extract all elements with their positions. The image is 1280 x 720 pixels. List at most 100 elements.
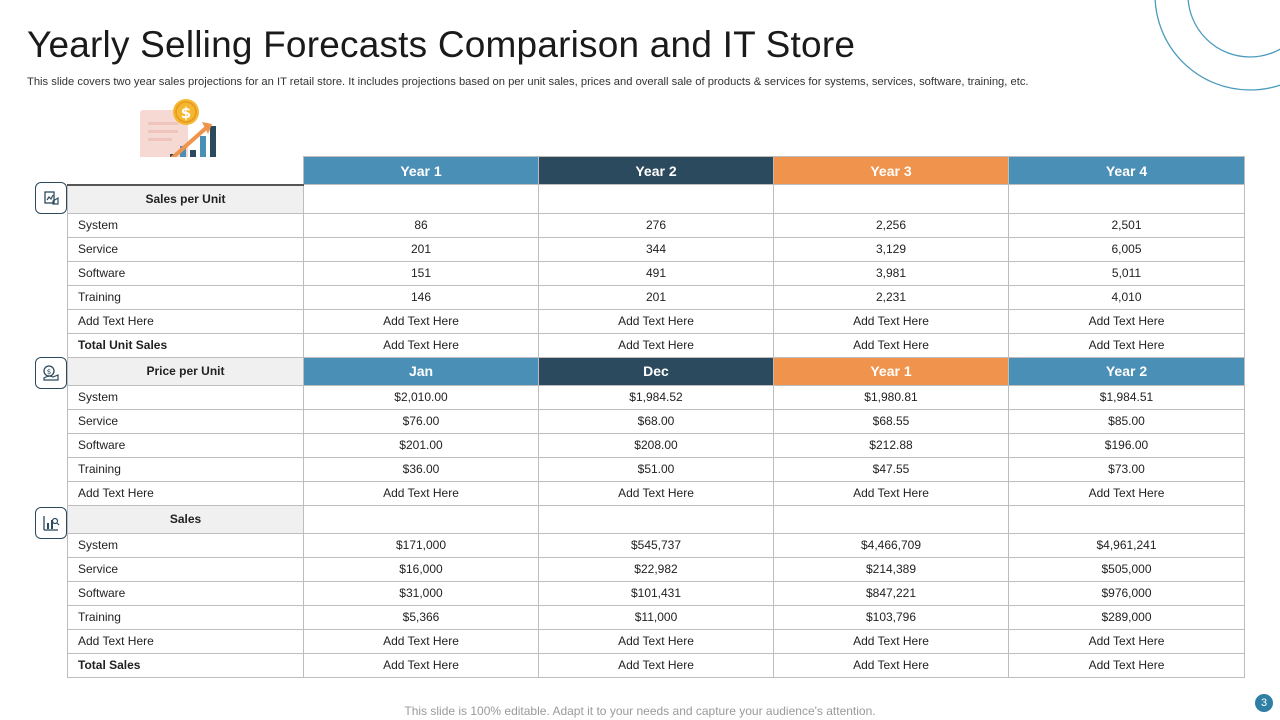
table-cell: $85.00	[1008, 408, 1245, 434]
table-row: Software 151 491 3,981 5,011	[67, 260, 1245, 286]
table-cell: $4,961,241	[1008, 532, 1245, 558]
table-cell: $76.00	[303, 408, 539, 434]
table-row: Training $5,366 $11,000 $103,796 $289,00…	[67, 604, 1245, 630]
table-row: Training $36.00 $51.00 $47.55 $73.00	[67, 456, 1245, 482]
table-cell: $22,982	[538, 556, 774, 582]
table-cell: 2,256	[773, 212, 1009, 238]
table-cell: $1,984.51	[1008, 384, 1245, 410]
row-label: Training	[67, 604, 304, 630]
table-row: Service $76.00 $68.00 $68.55 $85.00	[67, 408, 1245, 434]
table-row: Training 146 201 2,231 4,010	[67, 284, 1245, 310]
row-label: Training	[67, 284, 304, 310]
table-cell: $505,000	[1008, 556, 1245, 582]
column-header: Jan	[303, 356, 539, 386]
svg-text:$: $	[47, 368, 51, 376]
decorative-circles	[1154, 0, 1280, 91]
empty-cell	[303, 504, 539, 534]
table-row: Add Text Here Add Text Here Add Text Her…	[67, 308, 1245, 334]
empty-cell	[1008, 184, 1245, 214]
table-cell: 276	[538, 212, 774, 238]
page-number: 3	[1255, 694, 1273, 712]
footer-note: This slide is 100% editable. Adapt it to…	[404, 704, 876, 718]
table-cell: $68.00	[538, 408, 774, 434]
table-row: System 86 276 2,256 2,501	[67, 212, 1245, 238]
table-cell: $11,000	[538, 604, 774, 630]
row-label: System	[67, 212, 304, 238]
row-label: System	[67, 384, 304, 410]
column-header: Year 4	[1008, 156, 1245, 185]
row-label: Software	[67, 580, 304, 606]
table-cell: $2,010.00	[303, 384, 539, 410]
empty-cell	[1008, 504, 1245, 534]
table-row: Software $201.00 $208.00 $212.88 $196.00	[67, 432, 1245, 458]
table-cell: $51.00	[538, 456, 774, 482]
section-label: Price per Unit	[67, 356, 304, 386]
table-row: Add Text Here Add Text Here Add Text Her…	[67, 480, 1245, 506]
table-cell: $847,221	[773, 580, 1009, 606]
table-cell: Add Text Here	[538, 308, 774, 334]
table-cell: Add Text Here	[538, 332, 774, 358]
svg-text:$: $	[181, 104, 191, 122]
price-icon: $	[35, 357, 67, 389]
table-cell: Add Text Here	[1008, 332, 1245, 358]
table-cell: $196.00	[1008, 432, 1245, 458]
table-row: Add Text Here Add Text Here Add Text Her…	[67, 628, 1245, 654]
table-cell: $212.88	[773, 432, 1009, 458]
table-cell: $68.55	[773, 408, 1009, 434]
analytics-icon	[35, 507, 67, 539]
column-header: Year 2	[1008, 356, 1245, 386]
table-cell: Add Text Here	[773, 308, 1009, 334]
table-cell: 2,501	[1008, 212, 1245, 238]
table-cell: 5,011	[1008, 260, 1245, 286]
table-cell: 344	[538, 236, 774, 262]
table-cell: Add Text Here	[1008, 480, 1245, 506]
section-row-price-per-unit: Price per Unit Jan Dec Year 1 Year 2	[67, 356, 1245, 386]
table-cell: 491	[538, 260, 774, 286]
table-cell: Add Text Here	[303, 652, 539, 678]
table-cell: Add Text Here	[773, 652, 1009, 678]
table-cell: $171,000	[303, 532, 539, 558]
column-header: Year 1	[773, 356, 1009, 386]
table-cell: 2,231	[773, 284, 1009, 310]
empty-cell	[538, 184, 774, 214]
table-cell: $101,431	[538, 580, 774, 606]
table-cell: 201	[538, 284, 774, 310]
row-label: Total Unit Sales	[67, 332, 304, 358]
column-header: Year 1	[303, 156, 539, 185]
sales-icon	[35, 182, 67, 214]
row-label: Service	[67, 408, 304, 434]
table-row: System $2,010.00 $1,984.52 $1,980.81 $1,…	[67, 384, 1245, 410]
header-blank-cell	[67, 156, 304, 186]
empty-cell	[303, 184, 539, 214]
table-cell: $73.00	[1008, 456, 1245, 482]
forecast-table: Year 1 Year 2 Year 3 Year 4 Sales per Un…	[67, 156, 1245, 678]
row-label: Add Text Here	[67, 480, 304, 506]
table-cell: 146	[303, 284, 539, 310]
column-header: Dec	[538, 356, 774, 386]
table-cell: $47.55	[773, 456, 1009, 482]
row-label: Service	[67, 236, 304, 262]
table-row: Service 201 344 3,129 6,005	[67, 236, 1245, 262]
column-header: Year 3	[773, 156, 1009, 185]
row-label: Add Text Here	[67, 628, 304, 654]
table-cell: Add Text Here	[303, 332, 539, 358]
table-cell: 3,981	[773, 260, 1009, 286]
table-cell: $16,000	[303, 556, 539, 582]
column-header: Year 2	[538, 156, 774, 185]
table-cell: 6,005	[1008, 236, 1245, 262]
empty-cell	[538, 504, 774, 534]
table-cell: Add Text Here	[538, 628, 774, 654]
table-cell: 151	[303, 260, 539, 286]
section-label: Sales per Unit	[67, 184, 304, 214]
empty-cell	[773, 184, 1009, 214]
row-label: Service	[67, 556, 304, 582]
table-cell: $5,366	[303, 604, 539, 630]
table-cell: 86	[303, 212, 539, 238]
row-label: Software	[67, 260, 304, 286]
table-cell: $214,389	[773, 556, 1009, 582]
table-cell: $31,000	[303, 580, 539, 606]
table-cell: 201	[303, 236, 539, 262]
table-cell: $201.00	[303, 432, 539, 458]
row-label: Software	[67, 432, 304, 458]
table-cell: $1,984.52	[538, 384, 774, 410]
